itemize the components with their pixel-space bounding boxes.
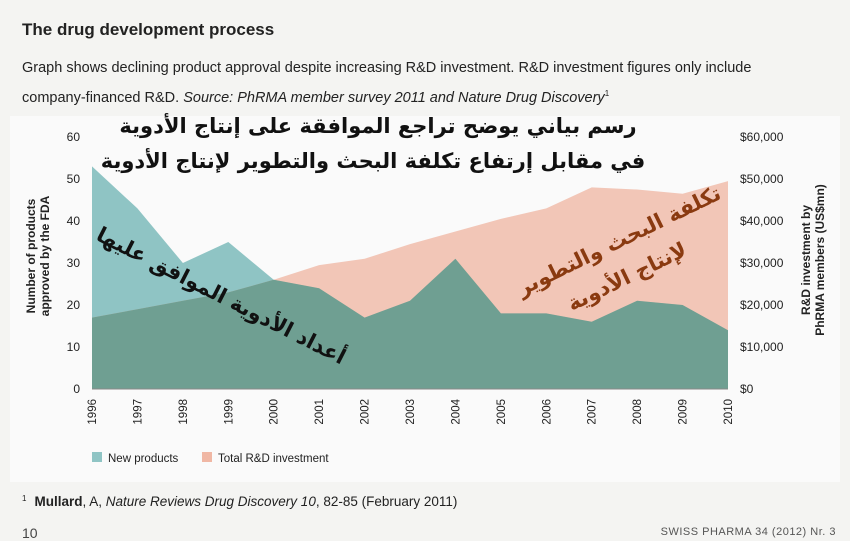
- x-tick-label: 2002: [360, 399, 372, 425]
- x-tick-label: 2003: [405, 399, 417, 425]
- left-tick-label: 20: [67, 298, 81, 312]
- legend-label-rd-investment: Total R&D investment: [218, 453, 329, 465]
- left-tick-label: 40: [67, 214, 81, 228]
- x-tick-label: 1999: [223, 399, 235, 425]
- right-tick-label: $20,000: [740, 298, 784, 312]
- x-tick-label: 1998: [178, 399, 190, 425]
- x-tick-label: 2001: [314, 399, 326, 425]
- legend-label-new-products: New products: [108, 453, 179, 465]
- x-tick-label: 2010: [723, 399, 735, 425]
- left-tick-label: 50: [67, 172, 81, 186]
- footnote-journal: Nature Reviews Drug Discovery 10: [106, 494, 316, 509]
- left-axis-label-line: approved by the FDA: [38, 195, 52, 316]
- right-axis-label-line: R&D investment by: [799, 205, 813, 315]
- arabic-title-line1: رسم بياني يوضح تراجع الموافقة على إنتاج …: [119, 112, 636, 139]
- journal-mark: SWISS PHARMA 34 (2012) Nr. 3: [661, 526, 836, 538]
- x-tick-label: 2008: [632, 399, 644, 425]
- right-tick-label: $0: [740, 382, 754, 396]
- x-tick-label: 2004: [450, 398, 462, 424]
- legend-swatch-rd-investment: [202, 452, 212, 462]
- footnote-rest2: , 82-85 (February 2011): [316, 494, 458, 509]
- right-tick-label: $30,000: [740, 256, 784, 270]
- footnote-rest1: , A,: [82, 494, 102, 509]
- x-tick-label: 1997: [132, 399, 144, 425]
- right-tick-label: $60,000: [740, 130, 784, 144]
- footnote-author: Mullard: [34, 494, 82, 509]
- left-tick-label: 0: [73, 382, 80, 396]
- legend-swatch-new-products: [92, 452, 102, 462]
- left-tick-label: 10: [67, 340, 81, 354]
- right-tick-label: $50,000: [740, 172, 784, 186]
- left-tick-label: 60: [67, 130, 81, 144]
- x-tick-label: 2005: [496, 399, 508, 425]
- footnote: 1 Mullard, A, Nature Reviews Drug Discove…: [22, 494, 457, 509]
- left-axis-label-line: Number of products: [24, 198, 38, 313]
- chart-legend: New products Total R&D investment: [92, 452, 329, 465]
- x-tick-label: 2000: [269, 399, 281, 425]
- arabic-title-line2: في مقابل إرتفاع تكلفة البحث والتطوير لإن…: [101, 147, 646, 174]
- page-number: 10: [22, 525, 38, 541]
- right-tick-label: $40,000: [740, 214, 784, 228]
- x-tick-label: 2006: [541, 399, 553, 425]
- right-axis-label-line: PhRMA members (US$mn): [813, 184, 827, 336]
- x-tick-label: 2007: [587, 399, 599, 425]
- x-tick-label: 1996: [87, 399, 99, 425]
- right-tick-label: $10,000: [740, 340, 784, 354]
- left-tick-label: 30: [67, 256, 81, 270]
- x-tick-label: 2009: [678, 399, 690, 425]
- footnote-number: 1: [22, 494, 26, 503]
